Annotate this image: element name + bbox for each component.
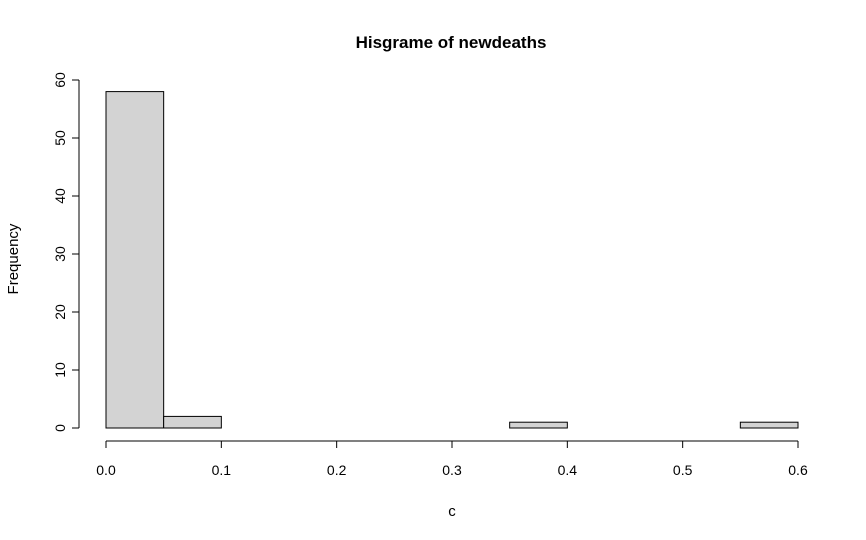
y-axis: 0 10 20 30 40 50 60	[52, 72, 80, 432]
histogram-bar-1	[163, 415, 222, 429]
x-axis-label: c	[448, 503, 456, 520]
x-tick-label-0: 0.0	[96, 462, 116, 478]
bars-group	[105, 91, 799, 429]
y-tick-label-5: 50	[52, 130, 68, 146]
y-tick-label-2: 20	[52, 304, 68, 320]
x-tick-label-1: 0.1	[212, 462, 232, 478]
chart-title: Hisgrame of newdeaths	[356, 33, 547, 52]
x-tick-label-3: 0.3	[442, 462, 462, 478]
histogram-bar-7	[509, 421, 568, 429]
x-tick-label-5: 0.5	[673, 462, 693, 478]
x-tick-label-2: 0.2	[327, 462, 347, 478]
histogram-bar-0	[105, 91, 165, 429]
x-tick-label-6: 0.6	[788, 462, 808, 478]
histogram-bar-11	[739, 421, 799, 429]
y-tick-label-0: 0	[52, 424, 68, 432]
y-axis-label: Frequency	[5, 223, 22, 294]
y-tick-label-4: 40	[52, 188, 68, 204]
x-tick-label-4: 0.4	[558, 462, 578, 478]
y-tick-label-6: 60	[52, 72, 68, 88]
y-tick-label-3: 30	[52, 246, 68, 262]
y-tick-label-1: 10	[52, 362, 68, 378]
x-axis: 0.0 0.1 0.2 0.3 0.4 0.5 0.6	[96, 440, 808, 478]
